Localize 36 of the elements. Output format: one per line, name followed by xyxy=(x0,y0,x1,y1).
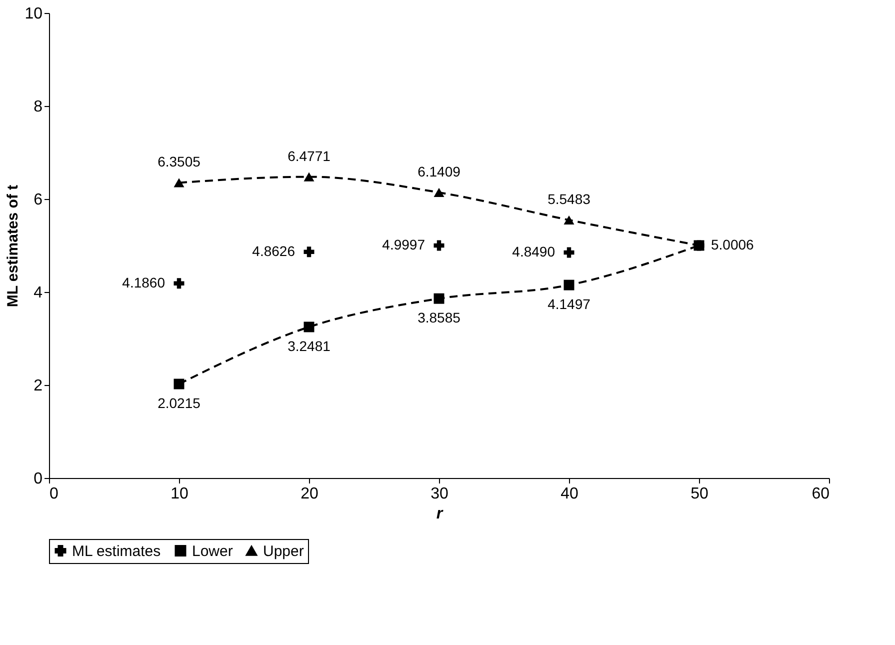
x-tick-label: 20 xyxy=(300,486,318,502)
data-label: 6.4771 xyxy=(288,148,331,164)
point xyxy=(304,172,314,182)
x-tick-label: 60 xyxy=(812,486,830,502)
data-label: 4.1860 xyxy=(122,274,166,290)
data-label: 4.1497 xyxy=(548,296,591,312)
data-label: 2.0215 xyxy=(158,395,201,411)
legend-label: Upper xyxy=(263,542,304,560)
data-label: 5.0006 xyxy=(711,236,754,252)
data-label: 4.9997 xyxy=(382,236,426,253)
data-label: 3.2481 xyxy=(288,338,331,354)
legend-label: ML estimates xyxy=(72,542,161,560)
x-tick-label: 50 xyxy=(690,486,708,502)
data-label: 4.8626 xyxy=(252,242,296,259)
y-tick-label: 4 xyxy=(34,284,43,302)
x-axis-title: r xyxy=(436,506,444,522)
data-label: 4.8490 xyxy=(512,244,556,260)
data-label: 3.8585 xyxy=(418,310,461,326)
x-tick-label: 0 xyxy=(50,486,58,502)
point xyxy=(564,247,574,258)
x-tick-label: 30 xyxy=(430,486,448,502)
y-axis-title: ML estimates of t xyxy=(4,184,22,308)
y-tick-label: 2 xyxy=(34,378,43,394)
y-tick-label: 0 xyxy=(34,470,43,488)
y-tick-label: 10 xyxy=(24,6,43,22)
legend-label: Lower xyxy=(192,542,233,560)
point xyxy=(434,240,444,251)
data-label: 6.1409 xyxy=(418,163,461,180)
y-tick-label: 8 xyxy=(34,98,43,116)
point xyxy=(174,278,184,289)
data-label: 6.3505 xyxy=(158,154,201,170)
y-tick-label: 6 xyxy=(34,192,43,208)
x-tick-label: 40 xyxy=(560,486,578,502)
x-tick-label: 10 xyxy=(170,486,188,502)
data-label: 5.5483 xyxy=(548,191,591,208)
point xyxy=(304,246,314,258)
